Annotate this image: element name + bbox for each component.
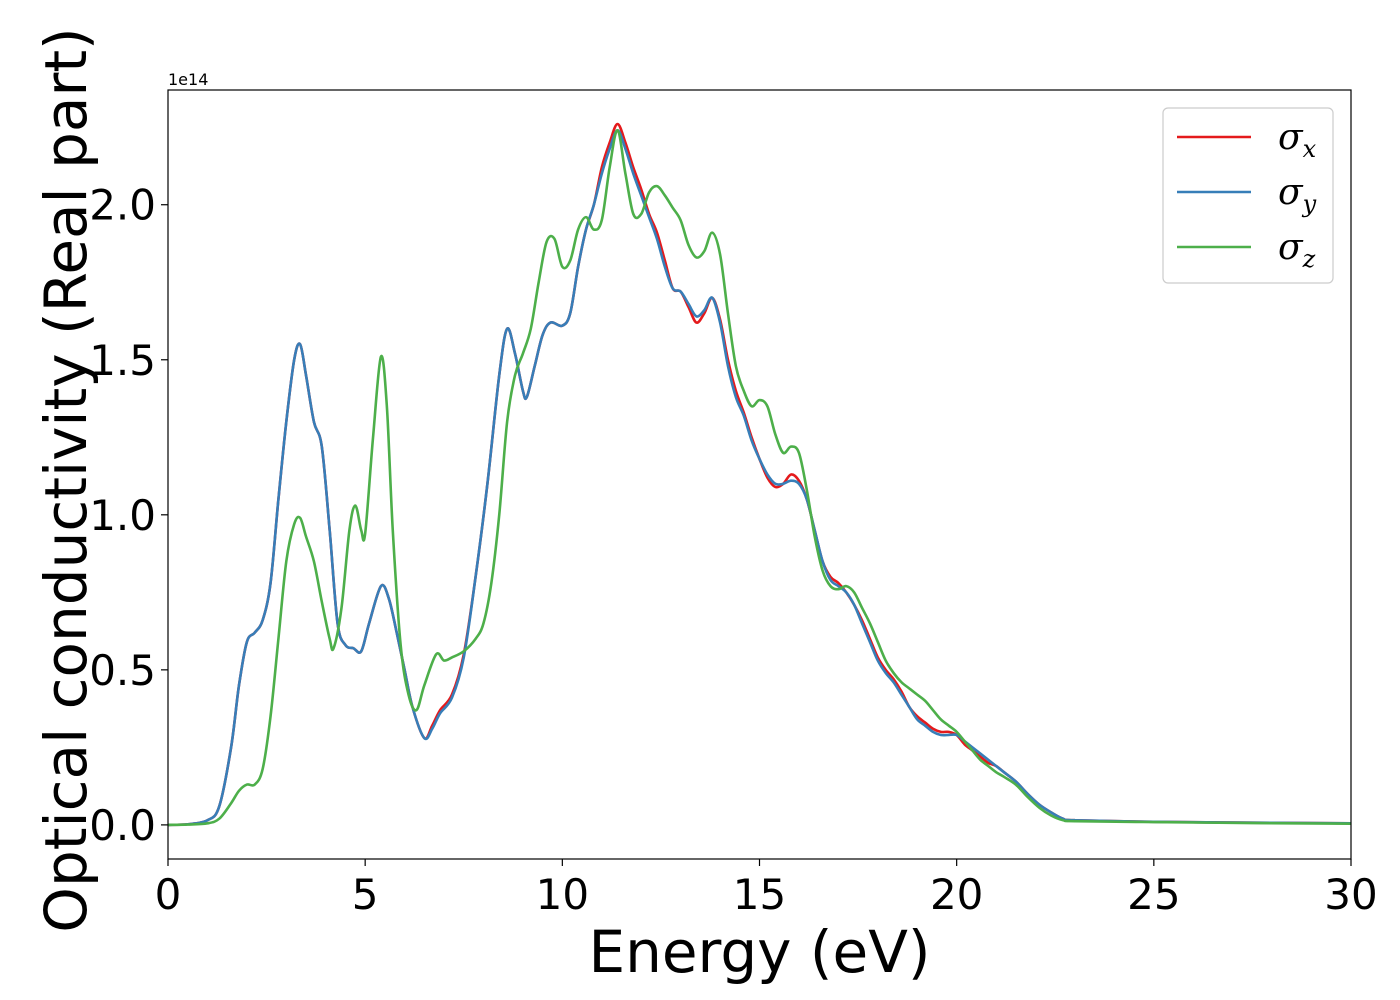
x-tick-label: 15 [733,870,786,919]
y-offset-label: 1e14 [168,70,208,89]
y-tick-label: 1.5 [89,336,156,385]
x-tick-label: 20 [930,870,983,919]
x-tick-label: 5 [352,870,379,919]
x-tick-label: 25 [1127,870,1180,919]
series-line-y [168,129,1351,827]
legend-entry-z: σz [1278,227,1316,273]
legend-box [1162,107,1334,284]
x-tick-label: 0 [155,870,182,919]
series-line-z [168,129,1351,827]
y-axis-label: Optical conductivity (Real part) [32,27,100,932]
legend-entry-y: σy [1278,172,1317,218]
y-tick-label: 0.0 [89,801,156,850]
y-tick-label: 1.0 [89,491,156,540]
y-tick-label: 0.5 [89,646,156,695]
x-tick-label: 30 [1324,870,1377,919]
legend: σx σy σz [1162,107,1334,284]
x-axis: 0 5 10 15 20 25 30 [155,859,1378,919]
x-axis-label: Energy (eV) [588,918,930,986]
series-layer [168,122,1351,827]
x-tick-label: 10 [536,870,589,919]
y-tick-label: 2.0 [89,181,156,230]
legend-entry-x: σx [1278,117,1317,163]
y-axis: 0.0 0.5 1.0 1.5 2.0 [89,181,168,850]
